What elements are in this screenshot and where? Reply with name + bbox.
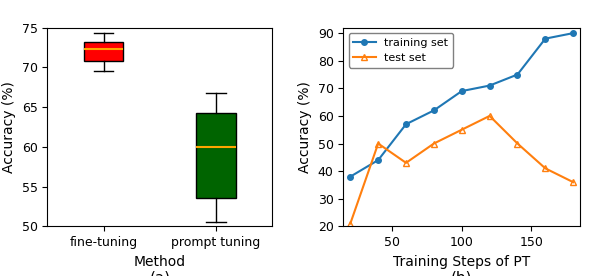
test set xyxy=(430,142,437,145)
training set xyxy=(430,109,437,112)
Line: test set: test set xyxy=(347,112,577,227)
test set xyxy=(458,128,465,131)
test set xyxy=(486,114,493,118)
training set xyxy=(347,175,354,178)
training set xyxy=(542,37,549,40)
training set xyxy=(570,31,577,35)
Line: training set: training set xyxy=(348,30,576,179)
X-axis label: Method: Method xyxy=(134,254,186,269)
training set xyxy=(514,73,521,76)
PathPatch shape xyxy=(84,42,123,61)
test set xyxy=(403,161,410,164)
Y-axis label: Accuracy (%): Accuracy (%) xyxy=(298,81,312,173)
test set xyxy=(347,222,354,225)
training set xyxy=(375,158,382,162)
X-axis label: Training Steps of PT: Training Steps of PT xyxy=(393,254,530,269)
test set xyxy=(542,167,549,170)
training set xyxy=(403,123,410,126)
training set xyxy=(486,84,493,87)
PathPatch shape xyxy=(197,113,236,198)
training set xyxy=(458,89,465,93)
test set xyxy=(570,181,577,184)
Y-axis label: Accuracy (%): Accuracy (%) xyxy=(2,81,16,173)
test set xyxy=(514,142,521,145)
Legend: training set, test set: training set, test set xyxy=(349,33,453,68)
Text: (a): (a) xyxy=(149,270,170,276)
Text: (b): (b) xyxy=(451,270,472,276)
test set xyxy=(375,142,382,145)
